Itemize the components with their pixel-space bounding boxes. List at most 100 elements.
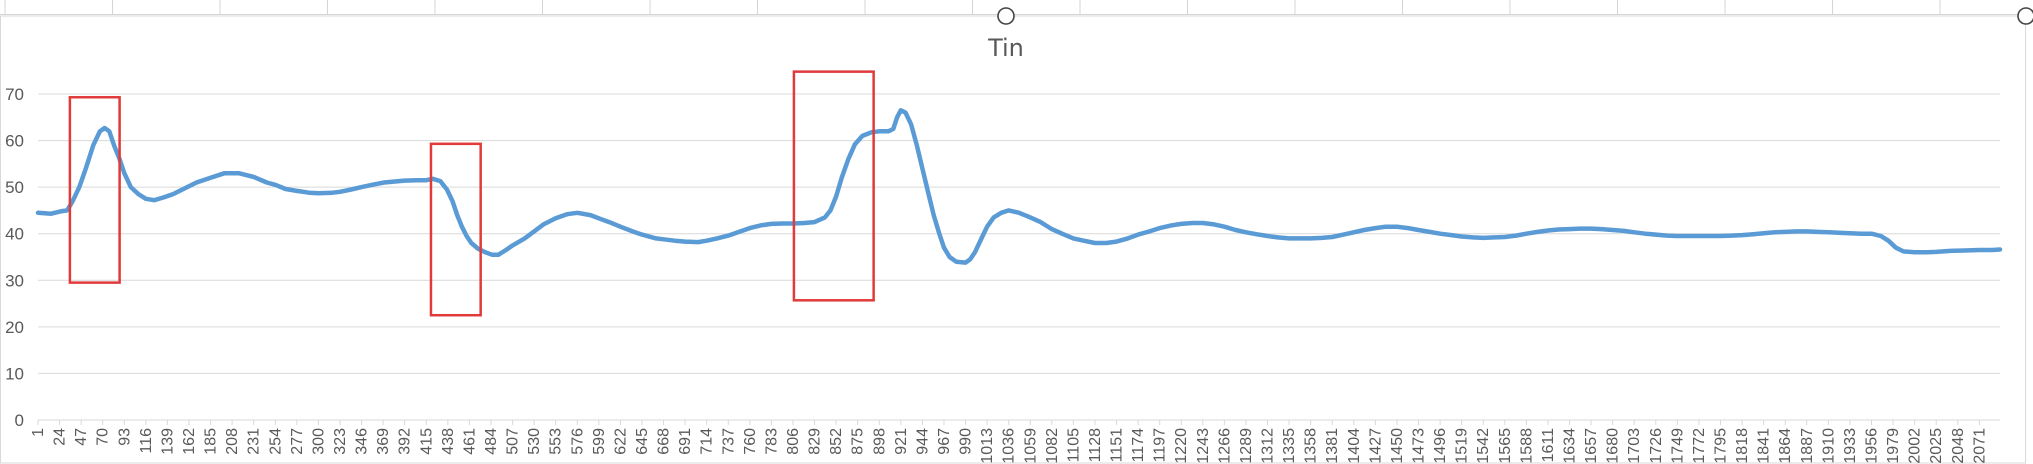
x-tick-label: 1358 <box>1303 428 1320 464</box>
x-tick-label: 691 <box>677 428 694 455</box>
x-tick-label: 806 <box>785 428 802 455</box>
x-tick-label: 1404 <box>1346 428 1363 464</box>
x-tick-label: 1128 <box>1087 428 1104 463</box>
y-axis: 0 10 20 30 40 50 60 70 <box>5 85 24 430</box>
series-layer <box>35 108 2003 265</box>
x-tick-label: 507 <box>505 428 522 455</box>
x-tick-label: 1243 <box>1195 428 1212 464</box>
x-tick-label: 1496 <box>1432 428 1449 464</box>
x-tick-label: 1289 <box>1238 428 1255 464</box>
x-tick-label: 2048 <box>1950 428 1967 464</box>
x-tick-label: 438 <box>440 428 457 455</box>
x-tick-label: 1105 <box>1065 428 1082 463</box>
x-tick-label: 415 <box>418 428 435 455</box>
resize-handle-top-right[interactable] <box>2017 7 2033 25</box>
x-tick-label: 185 <box>203 428 220 455</box>
x-axis: 1 24 47 70 93 116 139 162 185 208 231 254 277 300 323 3… <box>30 420 1988 464</box>
x-tick-label: 1036 <box>1001 428 1018 464</box>
x-tick-label: 1013 <box>979 428 996 464</box>
y-tick-label: 0 <box>15 411 24 430</box>
x-tick-label: 484 <box>483 428 500 455</box>
x-tick-label: 1059 <box>1022 428 1039 464</box>
x-tick-label: 898 <box>871 428 888 455</box>
annotation-layer <box>68 70 875 317</box>
x-tick-label: 277 <box>289 428 306 455</box>
annotation-box <box>429 142 482 317</box>
x-tick-label: 1266 <box>1216 428 1233 464</box>
x-tick-label: 208 <box>224 428 241 455</box>
x-tick-label: 1427 <box>1367 428 1384 464</box>
x-tick-label: 1542 <box>1475 428 1492 464</box>
y-tick-label: 60 <box>5 132 24 151</box>
y-tick-label: 20 <box>5 318 24 337</box>
x-tick-label: 852 <box>828 428 845 455</box>
resize-handle-top[interactable] <box>997 7 1015 25</box>
x-tick-label: 1082 <box>1044 428 1061 464</box>
x-tick-label: 1657 <box>1583 428 1600 464</box>
x-tick-label: 47 <box>73 428 90 446</box>
x-tick-label: 1680 <box>1605 428 1622 464</box>
x-tick-label: 1887 <box>1799 428 1816 464</box>
x-tick-label: 24 <box>52 428 69 446</box>
x-tick-label: 1450 <box>1389 428 1406 464</box>
y-tick-label: 30 <box>5 271 24 290</box>
chart-title: Tin <box>987 34 1024 62</box>
x-tick-label: 1634 <box>1562 428 1579 464</box>
x-tick-label: 829 <box>807 428 824 455</box>
x-tick-label: 2071 <box>1971 428 1988 464</box>
y-tick-label: 40 <box>5 225 24 244</box>
x-tick-label: 2002 <box>1907 428 1924 464</box>
x-tick-label: 530 <box>526 428 543 455</box>
x-tick-label: 645 <box>634 428 651 455</box>
x-tick-label: 369 <box>375 428 392 455</box>
x-tick-label: 1864 <box>1777 428 1794 464</box>
y-gridlines <box>38 93 2000 421</box>
x-tick-label: 1335 <box>1281 428 1298 464</box>
x-tick-label: 1588 <box>1518 428 1535 464</box>
x-tick-label: 1795 <box>1713 428 1730 464</box>
x-tick-label: 1519 <box>1454 428 1471 464</box>
x-tick-label: 737 <box>720 428 737 455</box>
x-tick-label: 254 <box>267 428 284 455</box>
series-line <box>35 108 2003 265</box>
x-tick-label: 1 <box>30 428 47 437</box>
x-tick-label: 921 <box>893 428 910 455</box>
x-tick-label: 1703 <box>1626 428 1643 464</box>
x-tick-label: 1473 <box>1411 428 1428 464</box>
x-tick-label: 714 <box>699 428 716 455</box>
x-tick-label: 231 <box>246 428 263 455</box>
x-tick-label: 1956 <box>1864 428 1881 464</box>
x-tick-label: 1818 <box>1734 428 1751 464</box>
x-tick-label: 990 <box>958 428 975 455</box>
x-tick-label: 1749 <box>1669 428 1686 464</box>
x-tick-label: 783 <box>763 428 780 455</box>
x-tick-label: 139 <box>159 428 176 455</box>
x-tick-label: 1220 <box>1173 428 1190 464</box>
spreadsheet-gridlines <box>0 0 2033 15</box>
x-tick-label: 1772 <box>1691 428 1708 464</box>
x-tick-label: 392 <box>397 428 414 455</box>
x-tick-label: 93 <box>116 428 133 446</box>
x-tick-label: 300 <box>310 428 327 455</box>
x-tick-label: 1933 <box>1842 428 1859 464</box>
x-tick-label: 875 <box>850 428 867 455</box>
x-tick-label: 622 <box>612 428 629 455</box>
x-tick-label: 944 <box>914 428 931 455</box>
y-tick-label: 50 <box>5 178 24 197</box>
x-tick-label: 70 <box>95 428 112 446</box>
x-tick-label: 1151 <box>1109 428 1126 463</box>
annotation-box <box>68 96 121 284</box>
x-tick-label: 599 <box>591 428 608 455</box>
x-tick-label: 323 <box>332 428 349 455</box>
x-tick-label: 967 <box>936 428 953 455</box>
x-tick-label: 1611 <box>1540 428 1557 463</box>
x-tick-label: 162 <box>181 428 198 455</box>
x-tick-label: 346 <box>354 428 371 455</box>
x-tick-label: 553 <box>548 428 565 455</box>
x-tick-label: 760 <box>742 428 759 455</box>
x-tick-label: 1726 <box>1648 428 1665 464</box>
annotation-box <box>792 70 875 302</box>
x-tick-label: 1312 <box>1260 428 1277 464</box>
x-tick-label: 668 <box>656 428 673 455</box>
